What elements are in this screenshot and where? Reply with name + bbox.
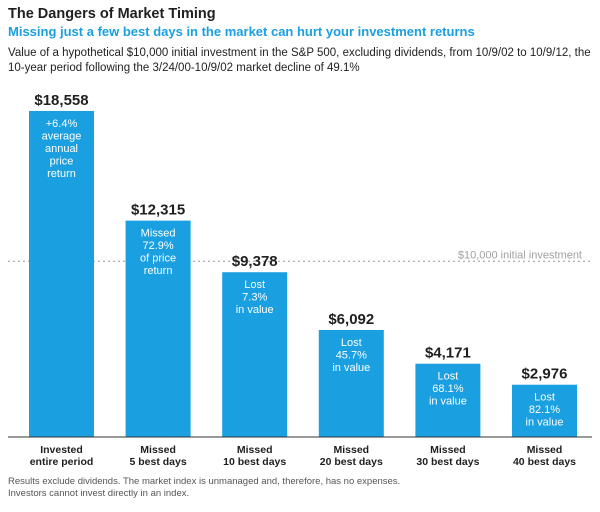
footnote: Results exclude dividends. The market in… (8, 476, 568, 499)
category-label-line: Missed (430, 444, 466, 456)
bar-value-label: $18,558 (34, 92, 88, 109)
category-label-line: 40 best days (513, 456, 576, 468)
bar-annotation-line: 68.1% (432, 383, 463, 395)
bar-annotation-line: of price (140, 253, 176, 265)
category-label-line: entire period (30, 456, 94, 468)
chart-description: Value of a hypothetical $10,000 initial … (8, 47, 591, 74)
chart-subtitle: Missing just a few best days in the mark… (8, 24, 475, 39)
category-label-line: 20 best days (320, 456, 383, 468)
bar-annotation-line: in value (332, 362, 370, 374)
bar-annotation-line: Lost (534, 392, 555, 404)
category-label: Missed 40 best days (513, 444, 576, 468)
bar-annotation-line: Lost (244, 279, 265, 291)
bar-annotation-line: 82.1% (529, 404, 560, 416)
chart-title: The Dangers of Market Timing (8, 6, 216, 22)
bar-value-label: $9,378 (232, 253, 278, 270)
bar-annotation-line: +6.4% (46, 118, 78, 130)
bar-annotation-line: return (47, 168, 76, 180)
footnote-line-1: Results exclude dividends. The market in… (8, 476, 401, 487)
category-label-line: Missed (527, 444, 563, 456)
bar (222, 272, 288, 437)
bar-annotation-line: return (144, 265, 173, 277)
category-label: Missed 10 best days (223, 444, 286, 468)
bar-annotation-line: in value (429, 396, 467, 408)
bar-value-label: $6,092 (328, 311, 374, 328)
category-label-line: Missed (140, 444, 176, 456)
category-label: Missed 20 best days (320, 444, 383, 468)
bar-annotation: Lost 82.1% in value (526, 392, 564, 429)
bar-annotation: +6.4% average annual price return (42, 118, 82, 180)
bar-value-label: $4,171 (425, 345, 471, 362)
category-label-line: Invested (40, 444, 83, 456)
category-label: Missed 30 best days (416, 444, 479, 468)
bar-annotation: Lost 7.3% in value (236, 279, 274, 316)
reference-line-label: $10,000 initial investment (458, 249, 582, 261)
bar-annotation-line: price (50, 155, 74, 167)
footnote-line-2: Investors cannot invest directly in an i… (8, 487, 190, 499)
bar (318, 329, 384, 437)
bar-annotation-line: 45.7% (336, 349, 367, 361)
bar-value-label: $2,976 (522, 366, 568, 383)
bar (512, 384, 577, 437)
bar-annotation: Lost 68.1% in value (429, 371, 467, 408)
bar-annotation-line: in value (236, 304, 274, 316)
bar-value-label: $12,315 (131, 202, 185, 219)
bar (415, 363, 481, 437)
bar-annotation-line: Lost (341, 337, 362, 349)
category-label-line: 10 best days (223, 456, 286, 468)
bar-annotation-line: 7.3% (242, 292, 267, 304)
category-label: Missed 5 best days (129, 444, 186, 468)
bar-annotation-line: annual (45, 143, 78, 155)
bar-annotation: Lost 45.7% in value (332, 337, 370, 374)
category-label: Invested entire period (30, 444, 94, 468)
bar-annotation-line: 72.9% (142, 240, 173, 252)
category-label-line: 5 best days (129, 456, 186, 468)
bar-annotation-line: Lost (438, 371, 459, 383)
bar-annotation: Missed 72.9% of price return (140, 228, 176, 277)
category-label-line: 30 best days (416, 456, 479, 468)
category-label-line: Missed (333, 444, 369, 456)
category-label-line: Missed (237, 444, 273, 456)
bar-annotation-line: Missed (141, 228, 176, 240)
bar-annotation-line: average (42, 130, 82, 142)
bar (29, 110, 94, 437)
bar (125, 220, 191, 437)
bar-annotation-line: in value (526, 417, 564, 429)
